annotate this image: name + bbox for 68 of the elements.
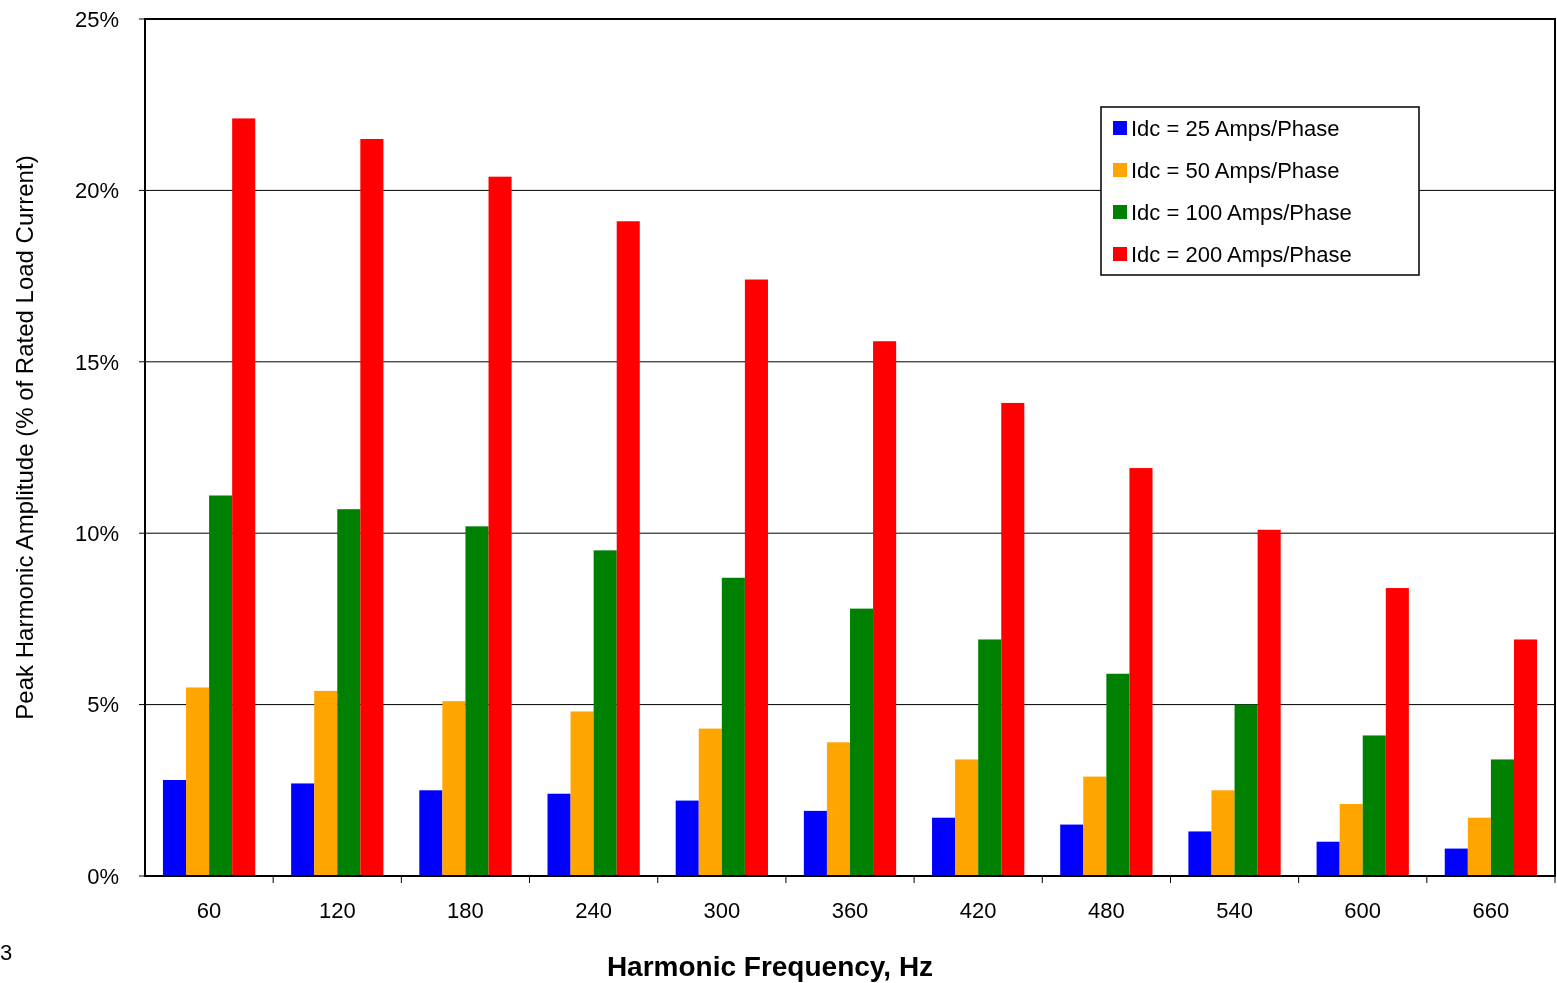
bar — [186, 687, 210, 876]
x-tick-label: 240 — [575, 898, 612, 923]
bar — [1385, 588, 1409, 876]
bar — [978, 639, 1002, 876]
y-tick-label: 0% — [87, 863, 119, 889]
bar — [1362, 735, 1386, 876]
x-tick-label: 600 — [1344, 898, 1382, 923]
bar — [1001, 402, 1025, 876]
bar — [1339, 804, 1363, 876]
x-tick-label: 420 — [959, 898, 997, 923]
bar — [744, 279, 768, 876]
bar — [675, 800, 699, 876]
y-tick-label: 20% — [74, 178, 119, 204]
legend-label: Idc = 50 Amps/Phase — [1131, 157, 1340, 183]
bar — [1467, 817, 1491, 876]
bar — [955, 759, 979, 876]
bar — [616, 221, 640, 876]
bar — [721, 577, 745, 876]
legend-label: Idc = 200 Amps/Phase — [1131, 241, 1352, 267]
y-tick-label: 25% — [74, 6, 119, 32]
bar — [803, 810, 827, 876]
x-tick-label: 660 — [1472, 898, 1510, 923]
bar — [1513, 639, 1538, 876]
x-tick-label: 120 — [318, 898, 356, 923]
bar — [1083, 776, 1107, 876]
bar — [465, 526, 489, 876]
bar — [1188, 831, 1212, 876]
bar — [291, 783, 315, 876]
y-tick-label: 15% — [74, 349, 119, 375]
bar — [547, 793, 571, 876]
bar — [314, 690, 338, 876]
bar — [932, 817, 956, 876]
x-tick-label: 360 — [831, 898, 869, 923]
legend-label: Idc = 25 Amps/Phase — [1131, 115, 1340, 141]
y-tick-label: 5% — [87, 692, 119, 718]
bar — [162, 780, 187, 876]
bar — [873, 341, 897, 876]
bar — [442, 701, 466, 876]
x-tick-label: 300 — [703, 898, 741, 923]
bar — [1234, 704, 1258, 876]
bar — [1060, 824, 1084, 876]
y-tick-label: 10% — [74, 520, 119, 546]
bar — [1211, 790, 1235, 876]
bar — [593, 550, 617, 876]
x-tick-label: 180 — [447, 898, 484, 923]
x-tick-label: 60 — [196, 898, 222, 923]
bar — [360, 138, 384, 876]
bar — [1106, 673, 1130, 876]
bar — [488, 176, 512, 876]
bar — [826, 742, 850, 876]
bar — [850, 608, 874, 876]
text: 3 — [0, 940, 13, 965]
bar — [1444, 848, 1468, 876]
bar — [1490, 759, 1514, 876]
x-axis-title: Harmonic Frequency, Hz — [606, 951, 934, 982]
bar — [419, 790, 443, 876]
x-tick-label: 480 — [1088, 898, 1125, 923]
y-axis-title: Peak Harmonic Amplitude (% of Rated Load Current) — [11, 155, 38, 720]
bar — [1257, 529, 1281, 876]
bar — [570, 711, 594, 876]
bar — [337, 509, 361, 876]
bar — [698, 728, 722, 876]
legend-label: Idc = 100 Amps/Phase — [1131, 199, 1352, 225]
bar — [209, 495, 233, 876]
bar — [232, 118, 256, 876]
bar — [1316, 841, 1340, 876]
bar — [1129, 468, 1153, 876]
x-tick-label: 540 — [1216, 898, 1253, 923]
